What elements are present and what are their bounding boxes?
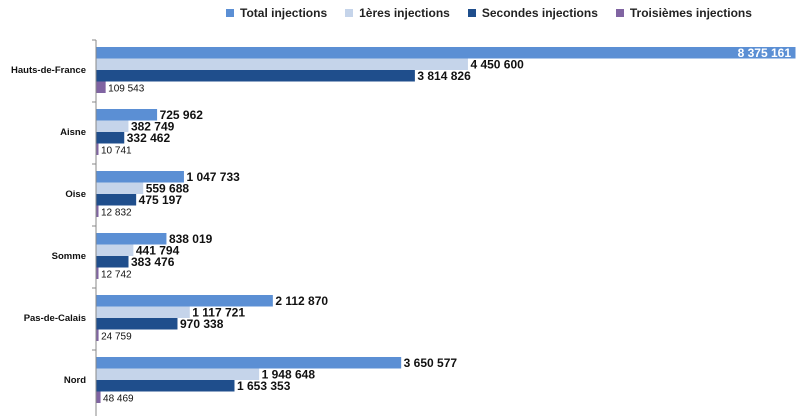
legend-item-total: Total injections	[226, 6, 327, 20]
bar	[96, 205, 99, 217]
value-label: 838 019	[169, 232, 213, 246]
bar	[96, 143, 99, 155]
value-label: 3 650 577	[404, 356, 458, 370]
category-label: Hauts-de-France	[11, 65, 86, 76]
value-label: 12 832	[101, 208, 132, 219]
bar	[96, 194, 137, 206]
bar	[96, 244, 134, 256]
value-label: 10 741	[101, 146, 132, 157]
bar	[96, 368, 260, 380]
value-label: 48 469	[103, 394, 134, 405]
legend-item-second: Secondes injections	[467, 6, 598, 20]
bar	[96, 357, 402, 369]
bar	[96, 391, 101, 403]
legend-label-total: Total injections	[240, 6, 328, 20]
value-label: 382 749	[131, 120, 175, 134]
bar	[96, 58, 468, 70]
value-label: 441 794	[136, 244, 180, 258]
category-label: Pas-de-Calais	[24, 313, 86, 324]
legend-swatch-second	[467, 9, 476, 17]
bar	[96, 70, 415, 82]
bar	[96, 47, 796, 59]
bar	[96, 329, 99, 341]
value-label: 1 117 721	[192, 306, 245, 320]
bar	[96, 318, 178, 330]
bar	[96, 295, 273, 307]
bar	[96, 256, 129, 268]
legend-label-first: 1ères injections	[359, 6, 450, 20]
bar	[96, 182, 144, 194]
value-label: 4 450 600	[470, 58, 524, 72]
bar	[96, 380, 235, 392]
category-label: Somme	[52, 251, 86, 262]
legend-label-second: Secondes injections	[481, 6, 598, 20]
legend-swatch-third	[615, 9, 624, 17]
bar	[96, 306, 190, 318]
value-label: 3 814 826	[417, 69, 471, 83]
value-label: 8 375 161	[738, 46, 792, 60]
bar	[96, 109, 158, 121]
bar	[96, 132, 125, 144]
value-label: 1 948 648	[262, 368, 316, 382]
bar	[96, 267, 99, 279]
value-label: 24 759	[101, 332, 132, 343]
bar	[96, 81, 106, 93]
category-label: Aisne	[60, 127, 86, 138]
value-label: 12 742	[101, 270, 132, 281]
legend-swatch-first	[345, 9, 354, 17]
value-label: 1 653 353	[237, 379, 291, 393]
value-label: 2 112 870	[275, 294, 328, 308]
category-label: Nord	[64, 375, 86, 386]
legend-swatch-total	[226, 9, 234, 17]
value-label: 475 197	[139, 193, 183, 207]
bar	[96, 120, 129, 132]
value-label: 332 462	[127, 131, 171, 145]
value-label: 559 688	[146, 182, 190, 196]
category-label: Oise	[65, 189, 86, 200]
bar	[96, 233, 167, 245]
value-label: 1 047 733	[186, 170, 240, 184]
value-label: 970 338	[180, 317, 224, 331]
legend-label-third: Troisièmes injections	[629, 6, 752, 20]
value-label: 383 476	[131, 255, 175, 269]
value-label: 725 962	[160, 108, 204, 122]
bar	[96, 171, 184, 183]
legend-item-first: 1ères injections	[345, 6, 450, 20]
value-label: 109 543	[108, 84, 145, 95]
legend-item-third: Troisièmes injections	[615, 6, 752, 20]
legend: Total injections 1ères injections Second…	[226, 6, 770, 20]
